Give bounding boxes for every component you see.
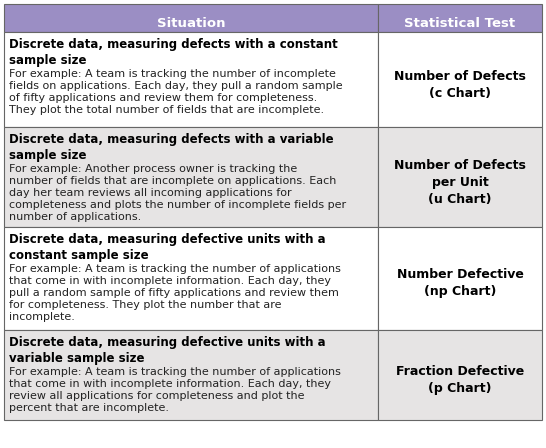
Text: Number of Defects
per Unit
(u Chart): Number of Defects per Unit (u Chart)	[394, 159, 526, 206]
Text: Discrete data, measuring defects with a constant
sample size: Discrete data, measuring defects with a …	[9, 38, 338, 67]
Text: For example: A team is tracking the number of incomplete
fields on applications.: For example: A team is tracking the numb…	[9, 69, 343, 116]
Bar	[4, 4, 378, 32]
Bar	[4, 330, 378, 420]
Text: Discrete data, measuring defective units with a
variable sample size: Discrete data, measuring defective units…	[9, 336, 325, 365]
Text: Situation: Situation	[157, 17, 225, 30]
Bar	[4, 32, 378, 127]
Bar	[378, 330, 542, 420]
Bar	[4, 227, 378, 330]
Text: Fraction Defective
(p Chart): Fraction Defective (p Chart)	[396, 365, 524, 395]
Bar	[4, 127, 378, 227]
Bar	[378, 127, 542, 227]
Text: Number of Defects
(c Chart): Number of Defects (c Chart)	[394, 69, 526, 99]
Text: For example: Another process owner is tracking the
number of fields that are inc: For example: Another process owner is tr…	[9, 164, 346, 223]
Bar	[378, 227, 542, 330]
Text: Discrete data, measuring defective units with a
constant sample size: Discrete data, measuring defective units…	[9, 233, 325, 262]
Text: Number Defective
(np Chart): Number Defective (np Chart)	[396, 268, 524, 298]
Text: For example: A team is tracking the number of applications
that come in with inc: For example: A team is tracking the numb…	[9, 367, 341, 414]
Bar	[378, 4, 542, 32]
Bar	[378, 32, 542, 127]
Text: Discrete data, measuring defects with a variable
sample size: Discrete data, measuring defects with a …	[9, 133, 334, 162]
Text: For example: A team is tracking the number of applications
that come in with inc: For example: A team is tracking the numb…	[9, 264, 341, 323]
Text: Statistical Test: Statistical Test	[405, 17, 515, 30]
